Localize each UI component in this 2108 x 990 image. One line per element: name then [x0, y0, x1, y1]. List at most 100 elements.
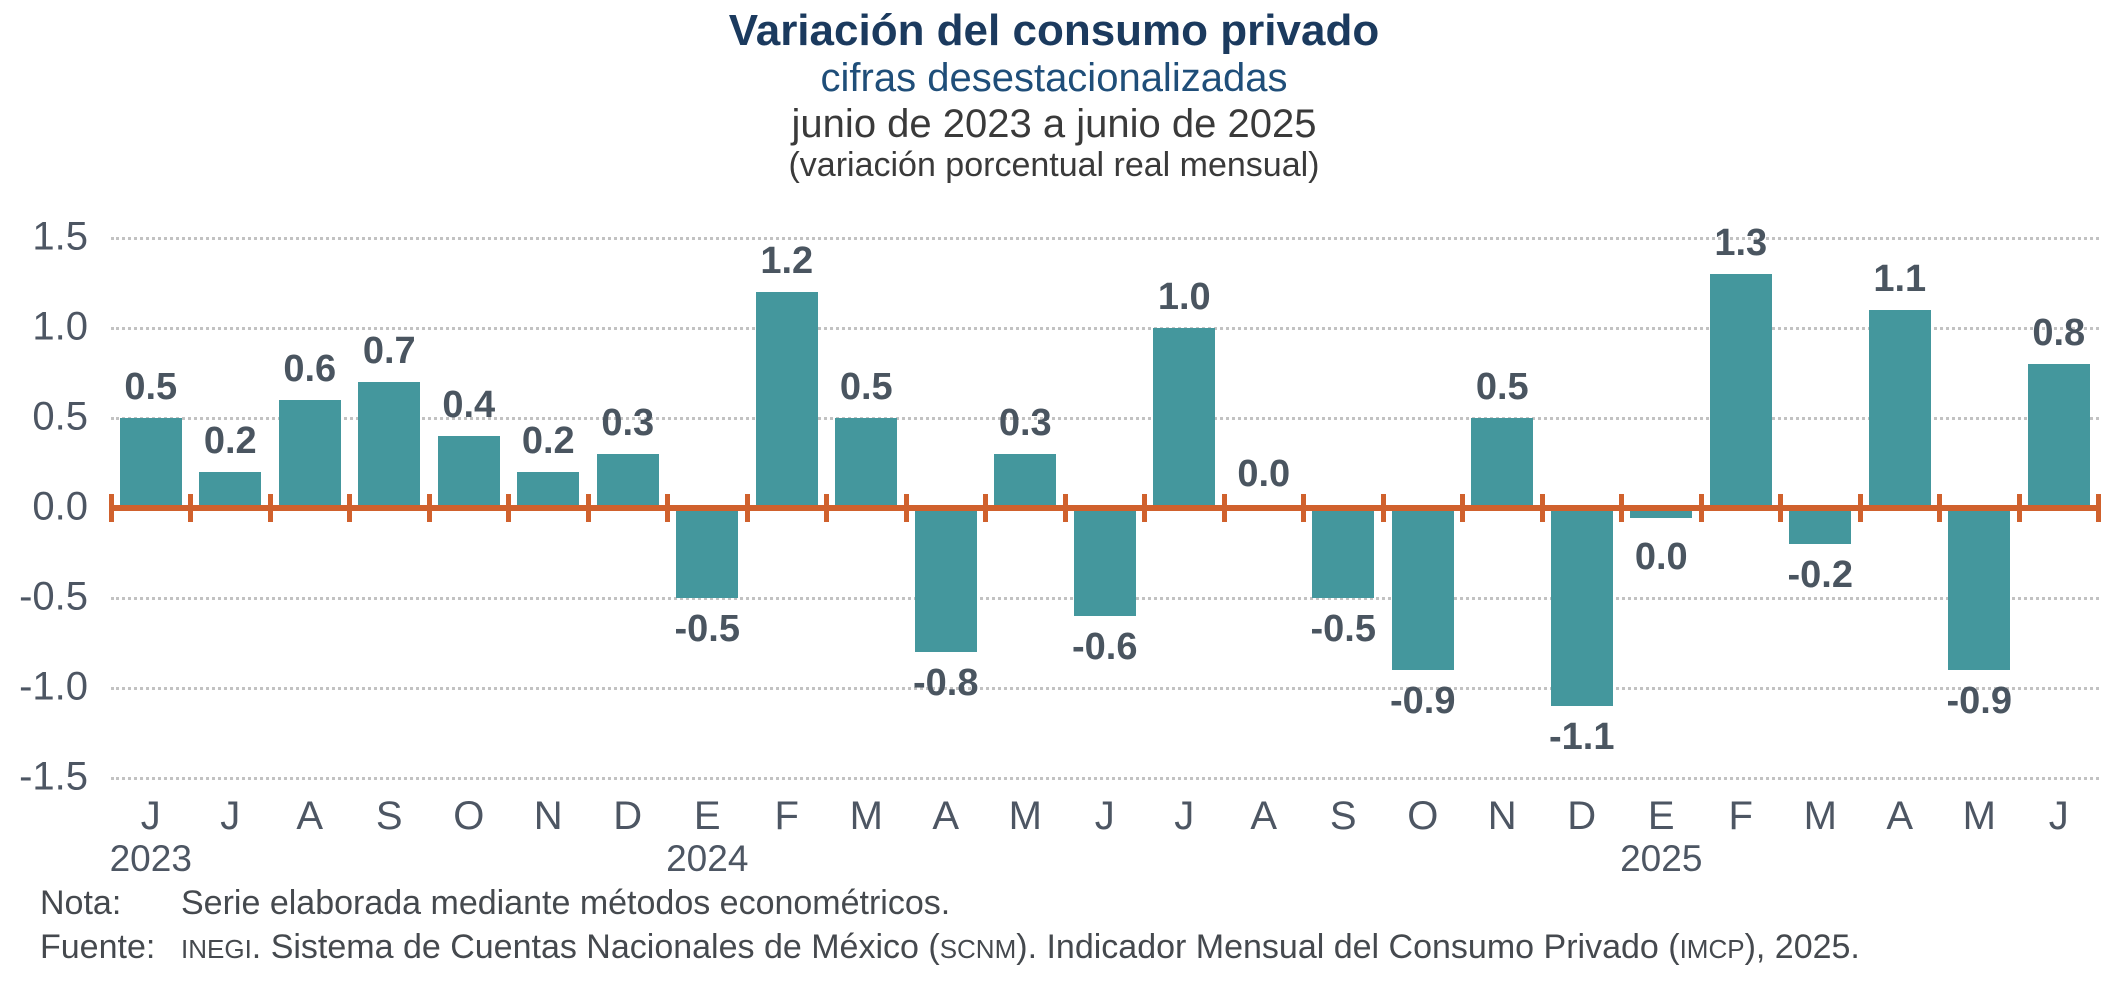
- month-label: A: [296, 794, 324, 838]
- bar: [1391, 508, 1454, 670]
- y-axis-label: 0.5: [32, 394, 88, 439]
- year-label: 2023: [109, 838, 192, 879]
- month-label: M: [1008, 794, 1042, 838]
- axis-tick: [665, 494, 670, 522]
- bar: [1709, 274, 1772, 508]
- bar: [1550, 508, 1613, 706]
- bar-value-label: 0.2: [203, 420, 257, 462]
- bar-value-label: 0.4: [442, 384, 496, 426]
- bar-value-label: -0.8: [913, 662, 979, 704]
- month-label: J: [1174, 794, 1195, 838]
- bar-value-label: -0.6: [1072, 626, 1138, 668]
- bar-value-label: 0.5: [124, 366, 178, 408]
- bar-value-label: 0.2: [521, 420, 575, 462]
- bar: [1471, 418, 1534, 508]
- bar: [835, 418, 898, 508]
- axis-tick: [108, 494, 114, 522]
- axis-tick: [983, 494, 988, 522]
- zero-axis-line: [111, 505, 2099, 511]
- bar: [596, 454, 659, 508]
- axis-tick: [1857, 494, 1863, 522]
- month-label: J: [1094, 794, 1115, 838]
- bar-value-label: 0.8: [2032, 312, 2086, 354]
- axis-tick: [1778, 494, 1783, 522]
- axis-tick: [1937, 494, 1942, 522]
- axis-tick: [1698, 494, 1704, 522]
- month-label: M: [849, 794, 883, 838]
- month-label: F: [1728, 794, 1753, 838]
- bar: [1789, 508, 1852, 544]
- source-fragment: ), 2025.: [1744, 928, 1860, 966]
- month-label: M: [1803, 794, 1837, 838]
- source-label: Fuente:: [40, 928, 156, 966]
- year-label: 2024: [666, 838, 749, 879]
- bar: [278, 400, 341, 508]
- bar-value-label: -0.9: [1946, 680, 2012, 722]
- axis-tick: [426, 494, 432, 522]
- bar: [755, 292, 818, 508]
- source-acronym: IMCP: [1679, 934, 1745, 964]
- bar-value-label: 1.3: [1714, 222, 1768, 264]
- bar-value-label: -0.2: [1787, 554, 1853, 596]
- month-label: O: [1407, 794, 1439, 838]
- source-text: INEGI. Sistema de Cuentas Nacionales de …: [181, 928, 1860, 967]
- source-fragment: ). Indicador Mensual del Consumo Privado…: [1016, 928, 1680, 966]
- y-axis-label: -1.0: [19, 664, 88, 709]
- month-label: J: [220, 794, 241, 838]
- bar: [517, 472, 580, 508]
- bar: [1153, 328, 1216, 508]
- month-label: N: [533, 794, 563, 838]
- axis-tick: [1380, 494, 1386, 522]
- bar-value-label: 0.5: [1475, 366, 1529, 408]
- source-acronym: INEGI: [181, 934, 252, 964]
- y-axis-label: -0.5: [19, 574, 88, 619]
- y-axis-label: 1.5: [32, 214, 88, 259]
- bar-value-label: 1.1: [1873, 258, 1927, 300]
- bar: [1312, 508, 1375, 598]
- bar: [2027, 364, 2090, 508]
- bar: [199, 472, 262, 508]
- chart-subtitle-series: cifras desestacionalizadas: [820, 56, 1288, 100]
- bar-value-label: -0.9: [1390, 680, 1456, 722]
- month-label: S: [375, 794, 403, 838]
- axis-tick: [1142, 494, 1147, 522]
- chart-subtitle-period: junio de 2023 a junio de 2025: [791, 102, 1317, 146]
- bar: [358, 382, 421, 508]
- bar-value-label: -0.5: [1310, 608, 1376, 650]
- month-label: A: [1886, 794, 1914, 838]
- year-label: 2025: [1620, 838, 1703, 879]
- bar-value-label: 1.0: [1157, 276, 1211, 318]
- gridline: [111, 687, 2099, 690]
- chart-title: Variación del consumo privado: [728, 6, 1380, 55]
- bar-value-label: 1.2: [760, 240, 814, 282]
- axis-tick: [2016, 494, 2022, 522]
- axis-tick: [1539, 494, 1545, 522]
- bar: [676, 508, 739, 598]
- bar-value-label: 0.6: [283, 348, 337, 390]
- note-label: Nota:: [40, 884, 122, 922]
- axis-tick: [1062, 494, 1068, 522]
- y-axis-label: -1.5: [19, 754, 88, 799]
- bar: [1948, 508, 2011, 670]
- gridline: [111, 417, 2099, 420]
- month-label: A: [932, 794, 960, 838]
- axis-tick: [267, 494, 273, 522]
- bar: [1868, 310, 1931, 508]
- bar-value-label: 0.3: [601, 402, 655, 444]
- gridline: [111, 777, 2099, 780]
- chart-subtitle-units: (variación porcentual real mensual): [788, 146, 1320, 184]
- bar-value-label: -1.1: [1549, 716, 1615, 758]
- source-acronym: SCNM: [939, 934, 1017, 964]
- month-label: A: [1250, 794, 1278, 838]
- axis-tick: [1301, 494, 1306, 522]
- bar: [994, 454, 1057, 508]
- axis-tick: [585, 494, 591, 522]
- bar-value-label: -0.5: [674, 608, 740, 650]
- axis-tick: [1221, 494, 1227, 522]
- axis-tick: [347, 494, 352, 522]
- bar: [1630, 508, 1693, 518]
- axis-tick: [1460, 494, 1465, 522]
- axis-tick: [744, 494, 750, 522]
- month-label: O: [453, 794, 485, 838]
